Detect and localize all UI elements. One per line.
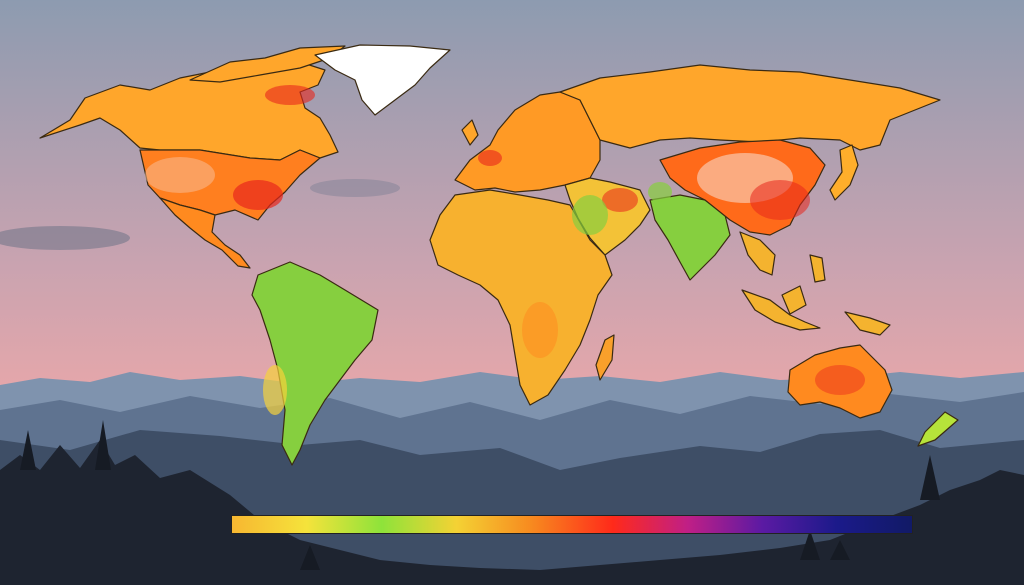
region-mexico-central-america (159, 197, 251, 269)
landmasses (39, 44, 959, 466)
heat-spot (233, 180, 283, 210)
forest-silhouette (0, 440, 1024, 585)
cloud (310, 179, 400, 197)
heat-spot (478, 150, 502, 166)
region-greenland (314, 44, 451, 116)
region-new-zealand (917, 411, 959, 447)
region-australia (787, 344, 893, 419)
tree-group (20, 420, 940, 570)
green-spot (648, 182, 672, 202)
cloud (0, 226, 130, 250)
region-north-america (39, 61, 339, 161)
region-russia (559, 64, 941, 151)
heat-spot (602, 188, 638, 212)
region-indonesia (741, 289, 821, 331)
region-south-america (251, 261, 379, 466)
region-japan (829, 144, 859, 201)
region-india (649, 194, 731, 281)
region-borneo (781, 285, 807, 315)
color-scale-bar (231, 515, 913, 534)
heat-spot (750, 180, 810, 220)
heat-accents (145, 85, 865, 415)
green-spot (572, 195, 608, 235)
region-southeast-asia (739, 231, 776, 276)
region-africa (429, 189, 613, 406)
region-uk (461, 119, 479, 146)
region-philippines (809, 254, 826, 283)
yellow-spot (263, 365, 287, 415)
heat-spot (815, 365, 865, 395)
orange-spot (522, 302, 558, 358)
region-madagascar (595, 334, 615, 381)
heat-spot (145, 157, 215, 193)
region-new-guinea (844, 311, 891, 336)
heat-spot (265, 85, 315, 105)
